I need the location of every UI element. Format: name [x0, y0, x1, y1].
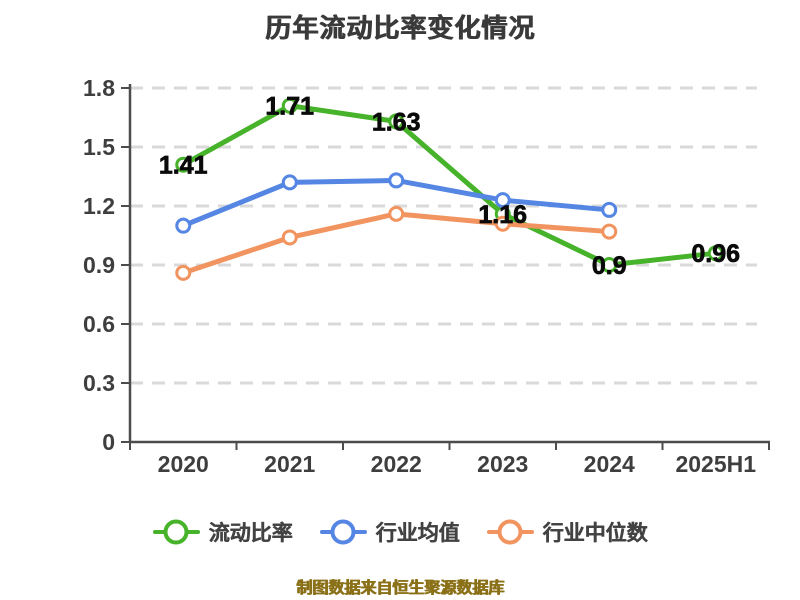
- current-ratio-point: [175, 156, 192, 173]
- current-ratio-point: [281, 97, 298, 114]
- industry-median-point: [388, 205, 405, 222]
- current-ratio-point: [707, 245, 724, 262]
- y-tick-label: 1.8: [83, 75, 115, 101]
- y-tick-label: 0.9: [83, 252, 115, 278]
- line-marker-icon: [152, 519, 200, 545]
- line-marker-icon: [486, 519, 534, 545]
- footer-note: 制图数据来自恒生聚源数据库: [295, 580, 504, 597]
- current-ratio-line: [180, 103, 719, 268]
- legend: 流动比率 行业均值 行业中位数: [0, 517, 800, 547]
- industry-median-point: [175, 264, 192, 281]
- x-tick-label: 2023: [477, 451, 528, 477]
- industry-average-point: [388, 172, 405, 189]
- industry-average-point: [175, 217, 192, 234]
- legend-label-industry-average: 行业均值: [375, 522, 460, 545]
- current-ratio-value-label: 0.9: [592, 252, 627, 280]
- current-ratio-value-label: 1.71: [265, 93, 314, 121]
- y-tick-label: 0.3: [83, 370, 115, 396]
- legend-dot: [497, 519, 523, 545]
- current-ratio-value-label: 1.41: [159, 152, 208, 180]
- y-tick-label: 0: [102, 429, 115, 455]
- legend-label-industry-median: 行业中位数: [542, 522, 648, 545]
- industry-median-point: [281, 229, 298, 246]
- current-ratio-point: [388, 113, 405, 130]
- current-ratio-value-label: 1.16: [478, 201, 527, 229]
- legend-item-industry-average[interactable]: 行业均值: [319, 517, 460, 547]
- current-ratio-value-label: 0.96: [691, 240, 740, 268]
- legend-dot: [330, 519, 356, 545]
- legend-item-current-ratio[interactable]: 流动比率: [152, 517, 293, 547]
- legend-label-current-ratio: 流动比率: [208, 522, 293, 545]
- legend-item-industry-median[interactable]: 行业中位数: [486, 517, 648, 547]
- chart-title: 历年流动比率变化情况: [264, 13, 535, 43]
- y-tick-label: 1.5: [83, 134, 115, 160]
- x-tick-label: 2020: [158, 451, 209, 477]
- current-ratio-value-label: 1.63: [372, 108, 421, 136]
- current-ratio-point: [601, 257, 618, 273]
- x-tick-label: 2022: [371, 451, 422, 477]
- x-tick-label: 2021: [264, 451, 315, 477]
- y-tick-label: 0.6: [83, 311, 115, 337]
- y-tick-label: 1.2: [83, 193, 115, 219]
- industry-average-point: [494, 192, 511, 209]
- industry-average-point: [601, 201, 618, 218]
- legend-dot: [163, 519, 189, 545]
- x-tick-label: 2025H1: [675, 451, 756, 477]
- industry-median-point: [494, 215, 511, 232]
- line-marker-icon: [319, 519, 367, 545]
- industry-average-point: [281, 174, 298, 191]
- industry-median-point: [601, 223, 618, 240]
- x-tick-label: 2024: [584, 451, 635, 477]
